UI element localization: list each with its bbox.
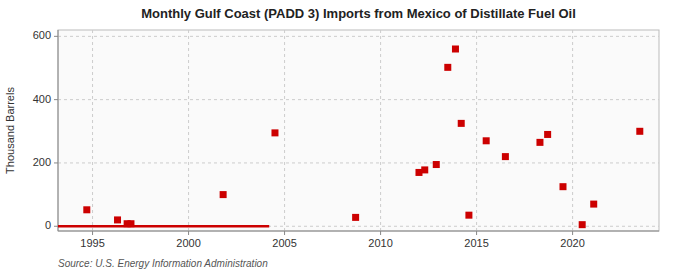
scatter-point: [559, 183, 566, 190]
data-layer: [58, 45, 643, 228]
scatter-point: [483, 137, 490, 144]
y-tick-label: 400: [33, 93, 51, 105]
scatter-point: [536, 139, 543, 146]
x-tick-label: 2000: [176, 237, 200, 249]
y-tick: [54, 99, 58, 100]
scatter-point: [452, 45, 459, 52]
x-tick-label: 2010: [368, 237, 392, 249]
x-axis-line: [58, 231, 659, 232]
y-grid-line: [58, 36, 659, 37]
scatter-point: [127, 220, 134, 227]
scatter-point: [579, 221, 586, 228]
y-tick-label: 0: [45, 219, 51, 231]
chart: 0 200 400 600 1995 2000 2005 2010 2015 2020 Monthl…: [0, 0, 675, 275]
y-grid-line: [58, 226, 659, 227]
y-tick-label: 600: [33, 29, 51, 41]
x-tick: [284, 231, 285, 235]
scatter-point: [590, 201, 597, 208]
scatter-point: [271, 129, 278, 136]
x-tick: [380, 231, 381, 235]
y-grid-line: [58, 99, 659, 100]
scatter-point: [83, 206, 90, 213]
x-tick-label: 2015: [464, 237, 488, 249]
x-grid-line: [92, 30, 93, 231]
x-grid-line: [188, 30, 189, 231]
x-tick-label: 2005: [272, 237, 296, 249]
scatter-point: [636, 128, 643, 135]
y-axis-label: Thousand Barrels: [4, 87, 16, 174]
source-note: Source: U.S. Energy Information Administ…: [58, 258, 268, 269]
y-tick: [54, 36, 58, 37]
y-tick-label: 200: [33, 156, 51, 168]
x-grid-line: [572, 30, 573, 231]
plot-area: [58, 30, 659, 231]
x-tick: [92, 231, 93, 235]
x-tick-label: 2020: [560, 237, 584, 249]
x-grid-line: [284, 30, 285, 231]
x-tick: [572, 231, 573, 235]
scatter-point: [458, 120, 465, 127]
x-tick: [188, 231, 189, 235]
scatter-point: [544, 131, 551, 138]
x-tick-label: 1995: [80, 237, 104, 249]
title: Monthly Gulf Coast (PADD 3) Imports from…: [141, 6, 576, 21]
x-tick: [476, 231, 477, 235]
scatter-point: [352, 214, 359, 221]
y-tick: [54, 226, 58, 227]
scatter-point: [444, 64, 451, 71]
scatter-point: [220, 191, 227, 198]
scatter-point: [114, 216, 121, 223]
y-axis-line: [58, 30, 59, 231]
scatter-point: [465, 212, 472, 219]
grid: [58, 30, 659, 231]
y-tick: [54, 162, 58, 163]
scatter-point: [502, 153, 509, 160]
scatter-point: [421, 166, 428, 173]
x-grid-line: [380, 30, 381, 231]
x-grid-line: [476, 30, 477, 231]
scatter-point: [433, 161, 440, 168]
line: [58, 225, 269, 228]
y-grid-line: [58, 162, 659, 163]
